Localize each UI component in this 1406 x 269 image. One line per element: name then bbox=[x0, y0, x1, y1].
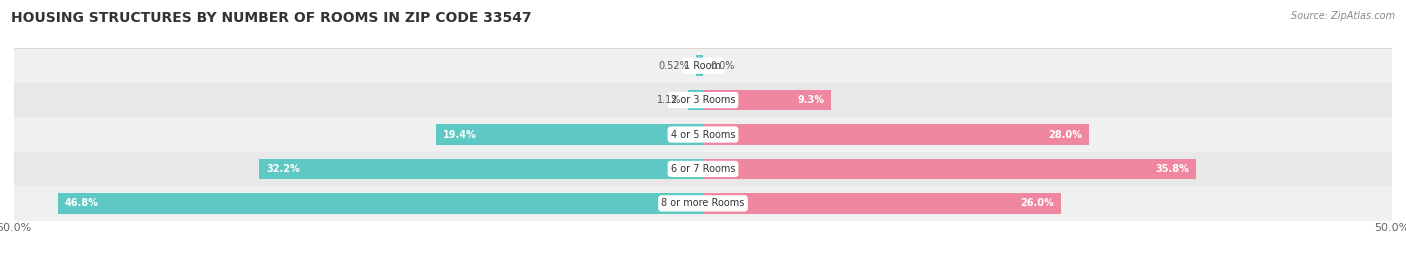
Bar bbox=[14, 117, 1392, 152]
Text: 4 or 5 Rooms: 4 or 5 Rooms bbox=[671, 129, 735, 140]
Bar bbox=[703, 124, 1088, 145]
Text: 2 or 3 Rooms: 2 or 3 Rooms bbox=[671, 95, 735, 105]
Bar bbox=[14, 83, 1392, 117]
Text: HOUSING STRUCTURES BY NUMBER OF ROOMS IN ZIP CODE 33547: HOUSING STRUCTURES BY NUMBER OF ROOMS IN… bbox=[11, 11, 531, 25]
Bar bbox=[259, 159, 703, 179]
Text: 46.8%: 46.8% bbox=[65, 198, 98, 208]
Text: 1 Room: 1 Room bbox=[685, 61, 721, 71]
Bar bbox=[58, 193, 703, 214]
Text: 19.4%: 19.4% bbox=[443, 129, 477, 140]
Text: 0.0%: 0.0% bbox=[710, 61, 734, 71]
Text: 9.3%: 9.3% bbox=[797, 95, 824, 105]
Bar bbox=[436, 124, 703, 145]
Bar bbox=[14, 186, 1392, 221]
Text: 28.0%: 28.0% bbox=[1047, 129, 1083, 140]
Bar bbox=[703, 159, 1197, 179]
Bar bbox=[14, 152, 1392, 186]
Text: 32.2%: 32.2% bbox=[266, 164, 299, 174]
Text: 8 or more Rooms: 8 or more Rooms bbox=[661, 198, 745, 208]
Text: 0.52%: 0.52% bbox=[658, 61, 689, 71]
Text: Source: ZipAtlas.com: Source: ZipAtlas.com bbox=[1291, 11, 1395, 21]
Bar bbox=[14, 48, 1392, 83]
Bar bbox=[696, 55, 703, 76]
Text: 1.1%: 1.1% bbox=[657, 95, 681, 105]
Bar bbox=[688, 90, 703, 110]
Bar bbox=[703, 193, 1062, 214]
Text: 35.8%: 35.8% bbox=[1156, 164, 1189, 174]
Text: 26.0%: 26.0% bbox=[1021, 198, 1054, 208]
Bar bbox=[703, 90, 831, 110]
Text: 6 or 7 Rooms: 6 or 7 Rooms bbox=[671, 164, 735, 174]
